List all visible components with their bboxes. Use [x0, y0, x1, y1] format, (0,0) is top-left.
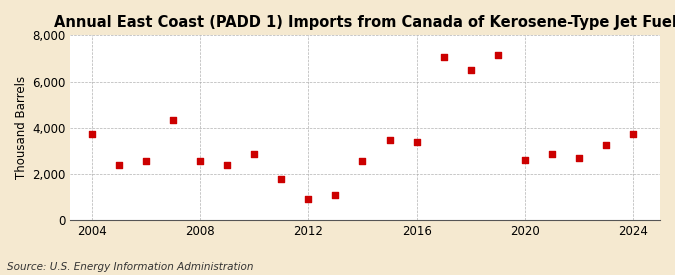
Point [492, 53, 503, 57]
Point [601, 143, 612, 147]
Y-axis label: Thousand Barrels: Thousand Barrels [15, 76, 28, 179]
Point [276, 176, 287, 181]
Point [303, 197, 314, 202]
Point [222, 163, 233, 167]
Text: Source: U.S. Energy Information Administration: Source: U.S. Energy Information Administ… [7, 262, 253, 272]
Point [168, 117, 179, 122]
Point [249, 152, 260, 156]
Title: Annual East Coast (PADD 1) Imports from Canada of Kerosene-Type Jet Fuel: Annual East Coast (PADD 1) Imports from … [54, 15, 675, 30]
Point [330, 192, 341, 197]
Point [574, 156, 585, 160]
Point [140, 159, 151, 163]
Point [465, 68, 476, 72]
Point [411, 139, 422, 144]
Point [547, 152, 558, 156]
Point [519, 158, 530, 162]
Point [59, 158, 70, 162]
Point [628, 131, 639, 136]
Point [438, 55, 449, 59]
Point [357, 159, 368, 163]
Point [86, 131, 97, 136]
Point [195, 159, 206, 163]
Point [384, 138, 395, 143]
Point [113, 163, 124, 167]
